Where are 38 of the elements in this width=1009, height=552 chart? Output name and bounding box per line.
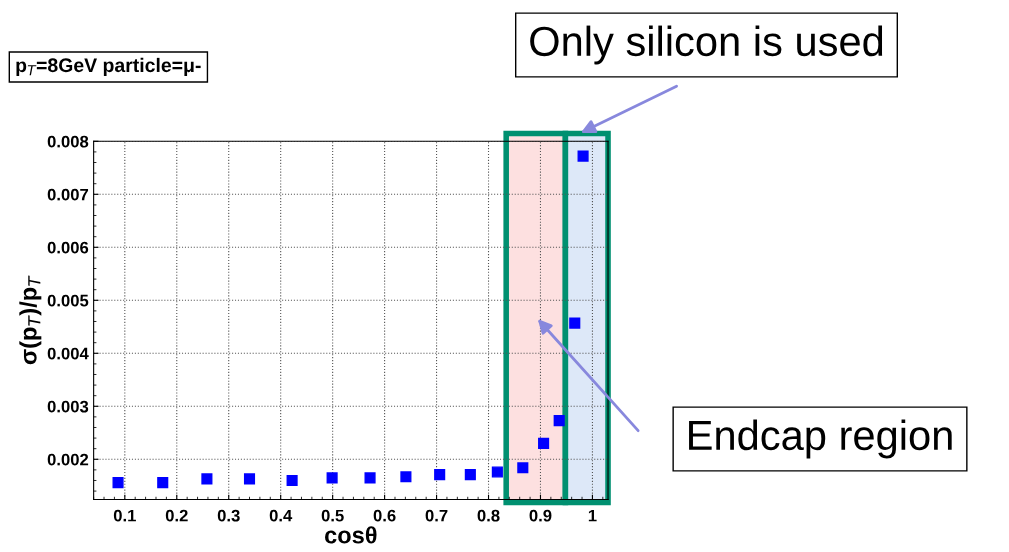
point (538, 437, 550, 449)
point (577, 150, 589, 162)
y-tick-label: 0.004 (47, 347, 89, 360)
y-tick-label: 0.002 (47, 453, 89, 466)
point (517, 462, 529, 474)
x-tick-label: 0.7 (425, 509, 448, 522)
point (286, 474, 298, 487)
band-label: Endcap region (689, 419, 952, 459)
y-tick-label: 0.003 (47, 400, 89, 413)
point (364, 472, 376, 484)
x-tick-label: 0.8 (477, 509, 500, 522)
y-tick-label: 0.007 (47, 188, 89, 201)
point (434, 469, 446, 481)
y-tick-label: 0.005 (47, 294, 89, 307)
point (569, 317, 581, 329)
point (326, 472, 338, 484)
point (243, 473, 256, 485)
point (201, 473, 213, 485)
x-tick-label: 1 (588, 509, 597, 522)
x-tick-label: 0.4 (269, 509, 293, 522)
point (553, 415, 565, 427)
x-axis-title: cosθ (325, 526, 377, 544)
y-tick-label: 0.008 (47, 135, 89, 148)
x-tick-label: 0.9 (529, 509, 552, 522)
point (157, 477, 169, 489)
point (112, 477, 124, 489)
point (400, 471, 412, 483)
point (491, 466, 503, 478)
x-tick-label: 0.6 (373, 509, 396, 522)
point (464, 469, 476, 481)
y-tick-label: 0.006 (47, 241, 89, 254)
chart-title: p$_{T}$=8GeV particle=μ- (16, 57, 201, 76)
x-tick-label: 0.2 (165, 509, 188, 522)
x-tick-label: 0.1 (113, 509, 136, 522)
band-label: Only silicon is used (530, 25, 883, 65)
x-tick-label: 0.5 (321, 509, 344, 522)
x-tick-label: 0.3 (217, 509, 240, 522)
y-axis-title: σ(p$_{T}$)/p$_{T}$ (19, 275, 42, 365)
